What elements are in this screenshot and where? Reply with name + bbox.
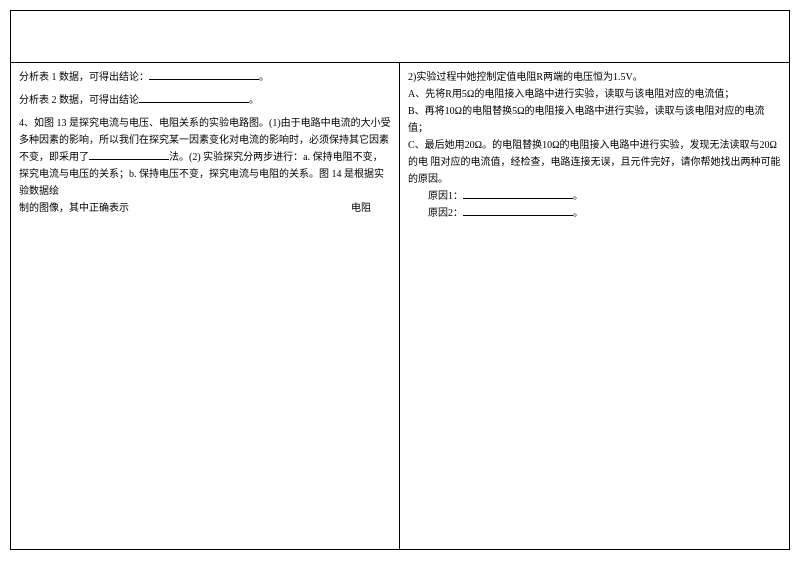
text: 。 bbox=[573, 208, 583, 219]
text: 2)实验过程中她控制定值电阻R两端的电压恒为1.5V。 bbox=[408, 72, 643, 83]
header-blank-row bbox=[11, 11, 789, 63]
reason-1: 原因1： 。 bbox=[408, 188, 781, 205]
fill-blank[interactable] bbox=[463, 206, 573, 216]
reason-2: 原因2： 。 bbox=[408, 205, 781, 222]
fill-blank[interactable] bbox=[149, 70, 259, 80]
fill-blank[interactable] bbox=[463, 189, 573, 199]
left-column: 分析表 1 数据，可得出结论： 。 分析表 2 数据，可得出结论 。 4、如图 13… bbox=[11, 63, 400, 549]
text: 原因1： bbox=[428, 191, 463, 202]
text: 。 bbox=[249, 95, 259, 106]
fill-blank[interactable] bbox=[89, 150, 169, 160]
text: 。 bbox=[573, 191, 583, 202]
text: A、先将R用5Ω的电阻接入电路中进行实验，读取与该电阻对应的电流值； bbox=[408, 89, 734, 100]
text: 阻对应的电流值，经检查，电路连接无误，且元件完好，请你帮她找出两种可能的原因。 bbox=[408, 157, 781, 185]
right-column: 2)实验过程中她控制定值电阻R两端的电压恒为1.5V。 A、先将R用5Ω的电阻接… bbox=[400, 63, 789, 549]
text: 分析表 1 数据，可得出结论： bbox=[19, 72, 149, 83]
text: 。 bbox=[259, 72, 269, 83]
split-line: 制的图像，其中正确表示 电阻 bbox=[19, 200, 391, 217]
worksheet-page: 分析表 1 数据，可得出结论：。 分析表 2 数据，可得出结论。 4、如图 13… bbox=[10, 10, 790, 550]
text: 分析表 2 数据，可得出结论 bbox=[19, 95, 139, 106]
text: 电阻 bbox=[351, 200, 371, 217]
main-content: 分析表 1 数据，可得出结论：。 分析表 2 数据，可得出结论。 4、如图 13… bbox=[11, 63, 789, 549]
text: 原因2： bbox=[428, 208, 463, 219]
analysis-table1: 分析表 1 数据，可得出结论： 。 bbox=[19, 69, 391, 86]
analysis-table2: 分析表 2 数据，可得出结论 。 bbox=[19, 92, 391, 109]
fill-blank[interactable] bbox=[139, 93, 249, 103]
step-intro: 2)实验过程中她控制定值电阻R两端的电压恒为1.5V。 bbox=[408, 69, 781, 86]
step-b: B、再将10Ω的电阻替换5Ω的电阻接入电路中进行实验，读取与该电阻对应的电流值； bbox=[408, 103, 781, 137]
text: 制的图像，其中正确表示 bbox=[19, 200, 129, 217]
step-c: C、最后她用20Ω。的电阻替换10Ω的电阻接入电路中进行实验，发现无法读取与20… bbox=[408, 137, 781, 188]
step-a: A、先将R用5Ω的电阻接入电路中进行实验，读取与该电阻对应的电流值； bbox=[408, 86, 781, 103]
question-4: 4、如图 13 是探究电流与电压、电阻关系的实验电路图。(1)由于电路中电流的大… bbox=[19, 115, 391, 217]
text: B、再将10Ω的电阻替换5Ω的电阻接入电路中进行实验，读取与该电阻对应的电流值； bbox=[408, 106, 765, 134]
